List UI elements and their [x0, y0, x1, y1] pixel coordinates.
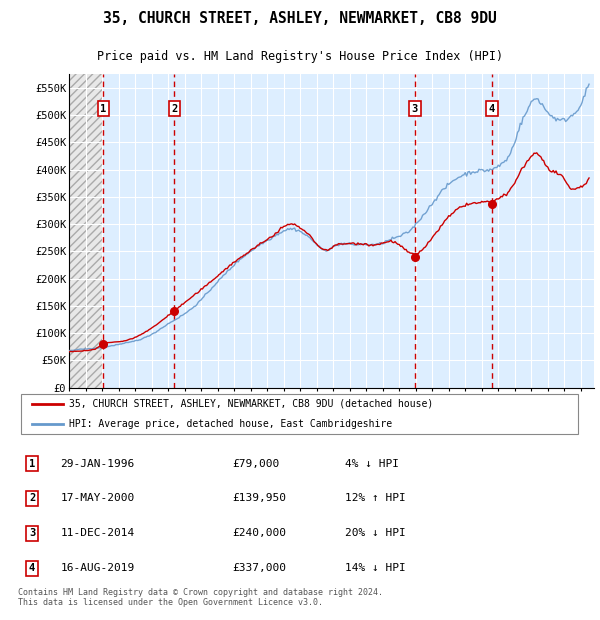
- Text: 20% ↓ HPI: 20% ↓ HPI: [345, 528, 406, 538]
- Text: 1: 1: [29, 459, 35, 469]
- Text: 4: 4: [489, 104, 495, 113]
- Text: 4: 4: [29, 564, 35, 574]
- Text: 1: 1: [100, 104, 106, 113]
- Text: 3: 3: [412, 104, 418, 113]
- Text: 29-JAN-1996: 29-JAN-1996: [60, 459, 134, 469]
- Text: Price paid vs. HM Land Registry's House Price Index (HPI): Price paid vs. HM Land Registry's House …: [97, 50, 503, 63]
- Text: 12% ↑ HPI: 12% ↑ HPI: [345, 494, 406, 503]
- Bar: [69, 74, 103, 388]
- Text: 35, CHURCH STREET, ASHLEY, NEWMARKET, CB8 9DU (detached house): 35, CHURCH STREET, ASHLEY, NEWMARKET, CB…: [69, 399, 433, 409]
- Text: £139,950: £139,950: [232, 494, 286, 503]
- FancyBboxPatch shape: [21, 394, 578, 434]
- Text: 11-DEC-2014: 11-DEC-2014: [60, 528, 134, 538]
- Text: 16-AUG-2019: 16-AUG-2019: [60, 564, 134, 574]
- Text: Contains HM Land Registry data © Crown copyright and database right 2024.
This d: Contains HM Land Registry data © Crown c…: [18, 588, 383, 607]
- Text: £337,000: £337,000: [232, 564, 286, 574]
- Text: 17-MAY-2000: 17-MAY-2000: [60, 494, 134, 503]
- Text: 4% ↓ HPI: 4% ↓ HPI: [345, 459, 399, 469]
- Text: 14% ↓ HPI: 14% ↓ HPI: [345, 564, 406, 574]
- Text: 35, CHURCH STREET, ASHLEY, NEWMARKET, CB8 9DU: 35, CHURCH STREET, ASHLEY, NEWMARKET, CB…: [103, 11, 497, 25]
- Text: 3: 3: [29, 528, 35, 538]
- Text: £79,000: £79,000: [232, 459, 280, 469]
- Text: 2: 2: [171, 104, 178, 113]
- Text: HPI: Average price, detached house, East Cambridgeshire: HPI: Average price, detached house, East…: [69, 419, 392, 430]
- Text: 2: 2: [29, 494, 35, 503]
- Text: £240,000: £240,000: [232, 528, 286, 538]
